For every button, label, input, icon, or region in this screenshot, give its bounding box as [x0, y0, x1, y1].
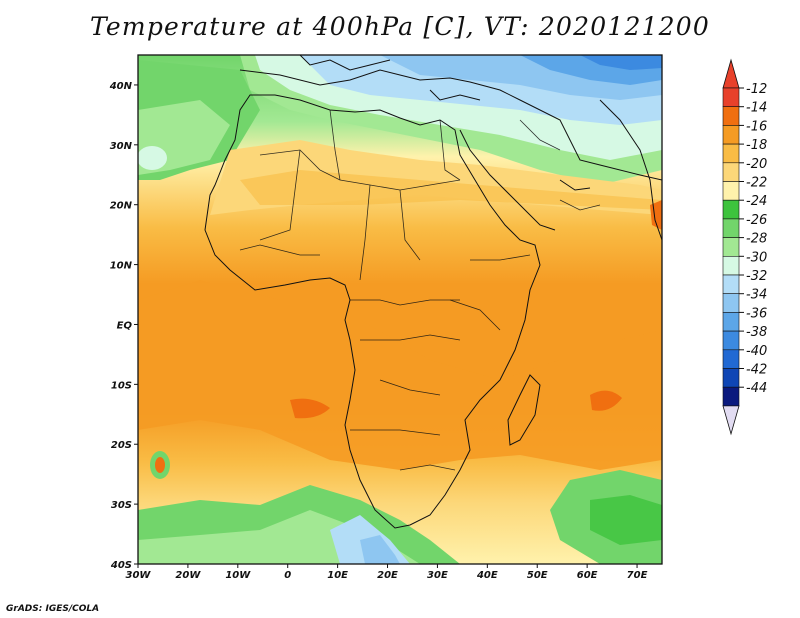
colorbar-label: -30: [746, 250, 767, 265]
coastlines: [204, 55, 662, 529]
colorbar-label: -16: [746, 119, 767, 134]
colorbar-swatch: [722, 293, 740, 313]
colorbar-label: -42: [746, 363, 767, 378]
colorbar-label: -14: [746, 101, 767, 116]
colorbar-label: -24: [746, 194, 767, 209]
colorbar-swatch: [722, 218, 740, 238]
map-frame: [137, 54, 663, 565]
latitude-axis: 40N 30N 20N 10N EQ 10S 20S 30S 40S: [109, 81, 138, 571]
colorbar-swatch: [722, 386, 740, 407]
colorbar-label: -26: [746, 213, 767, 228]
colorbar: -12 -14 -16 -18 -20 -22 -24 -26 -28 -30 -32 -34 -36 -…: [722, 58, 767, 436]
lon-tick-label: 50E: [527, 570, 548, 581]
lat-tick-label: 40N: [109, 81, 133, 92]
colorbar-label: -44: [746, 381, 767, 396]
colorbar-label: -28: [746, 232, 767, 247]
country-borders: [239, 109, 601, 471]
map-title: Temperature at 400hPa [C], VT: 202012120…: [90, 12, 710, 41]
colorbar-swatch: [722, 87, 740, 108]
colorbar-swatch: [722, 255, 740, 276]
colorbar-label: -36: [746, 306, 767, 321]
colorbar-swatch: [722, 181, 740, 201]
lat-tick-label: 30N: [110, 141, 133, 152]
colorbar-swatch: [722, 330, 740, 351]
colorbar-swatch: [722, 106, 740, 126]
colorbar-label: -12: [746, 82, 767, 97]
lat-tick-label: 10N: [110, 261, 133, 272]
colorbar-label: -18: [746, 138, 767, 153]
colorbar-swatch: [722, 125, 740, 145]
lat-tick-label: EQ: [117, 320, 133, 331]
colorbar-label: -20: [746, 157, 767, 172]
colorbar-swatch: [722, 199, 740, 220]
colorbar-top-arrow: [722, 58, 740, 89]
lat-tick-label: 10S: [111, 380, 132, 391]
colorbar-swatch: [722, 312, 740, 332]
colorbar-swatch: [722, 274, 740, 295]
colorbar-swatch: [722, 162, 740, 182]
colorbar-label: -34: [746, 288, 767, 303]
colorbar-label: -32: [746, 269, 767, 284]
lon-tick-label: 30E: [427, 570, 448, 581]
lon-tick-label: 20E: [377, 570, 398, 581]
lat-tick-label: 30S: [111, 500, 132, 511]
colorbar-swatch: [722, 143, 740, 164]
lon-tick-label: 0: [284, 570, 291, 581]
lon-tick-label: 30W: [126, 570, 152, 581]
lon-tick-label: 10E: [327, 570, 348, 581]
lon-tick-label: 20W: [175, 570, 201, 581]
lat-tick-label: 40S: [110, 560, 132, 571]
colorbar-bottom-arrow: [722, 405, 740, 436]
colorbar-swatch: [722, 349, 740, 369]
lon-tick-label: 10W: [225, 570, 251, 581]
colorbar-label: -22: [746, 176, 767, 191]
grads-credit: GrADS: IGES/COLA: [6, 604, 100, 614]
colorbar-label: -40: [746, 344, 767, 359]
lon-tick-label: 70E: [627, 570, 648, 581]
colorbar-label: -38: [746, 325, 767, 340]
colorbar-swatch: [722, 368, 740, 388]
colorbar-swatch: [722, 237, 740, 257]
lat-tick-label: 20S: [111, 440, 132, 451]
lon-tick-label: 40E: [476, 570, 498, 581]
lat-tick-label: 20N: [110, 201, 133, 212]
lon-tick-label: 60E: [577, 570, 598, 581]
temperature-field: [138, 55, 662, 564]
longitude-axis: 30W 20W 10W 0 10E 20E 30E 40E 50E 60E 70E: [126, 564, 648, 581]
